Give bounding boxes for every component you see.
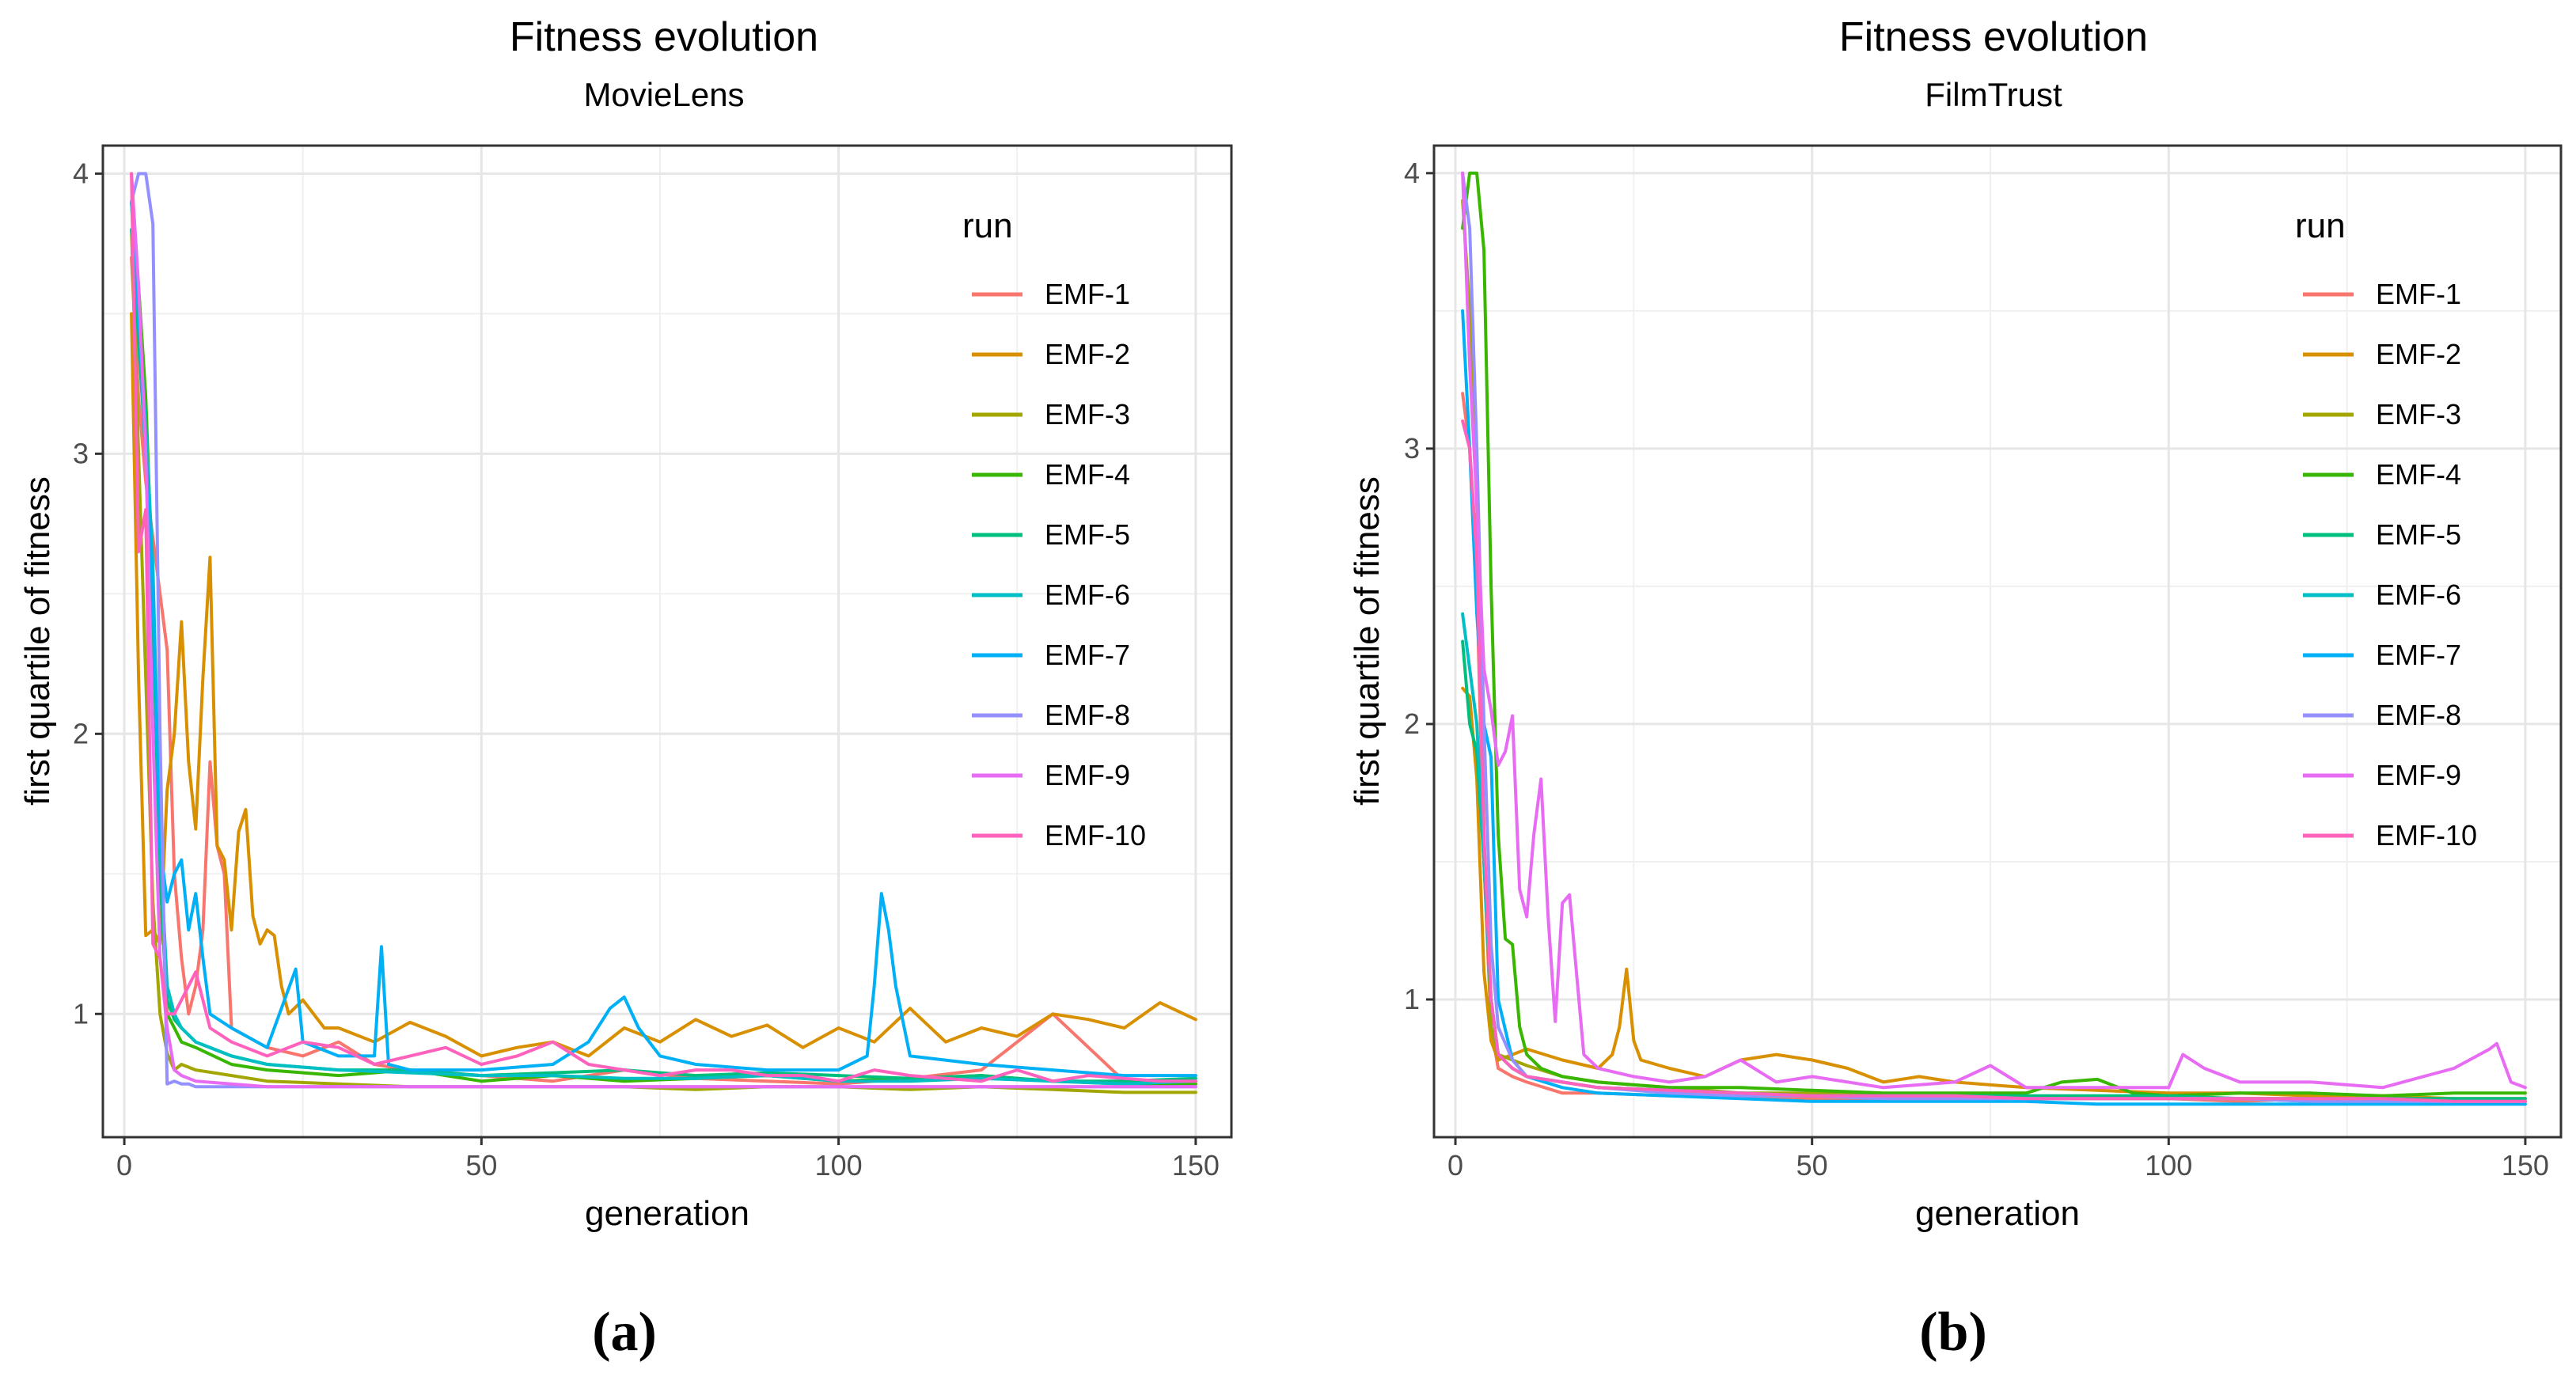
plot-border	[101, 144, 1233, 1139]
y-axis-label: first quartile of fitness	[18, 476, 57, 806]
legend-label-emf-8: EMF-8	[2376, 699, 2461, 731]
chart-panel-filmtrust: Fitness evolution FilmTrust 0 50 100 150 1 2 3…	[1348, 14, 2563, 1363]
legend-label-emf-10: EMF-10	[2376, 819, 2477, 851]
legend-label-emf-1: EMF-1	[1045, 278, 1130, 310]
legend-label-emf-9: EMF-9	[1045, 759, 1130, 791]
chart-subtitle: FilmTrust	[1925, 76, 2062, 113]
x-tick-label: 50	[465, 1149, 497, 1181]
panel-label: (a)	[592, 1302, 657, 1363]
x-tick-label: 150	[2502, 1149, 2549, 1181]
y-tick-label: 4	[1404, 157, 1420, 189]
series-line-emf-7	[130, 199, 1197, 1078]
y-axis-label: first quartile of fitness	[1348, 476, 1387, 806]
series-line-emf-9	[130, 172, 1197, 1089]
y-tick-label: 4	[73, 157, 89, 189]
legend-label-emf-7: EMF-7	[1045, 639, 1130, 671]
chart-title: Fitness evolution	[510, 14, 818, 60]
legend-label-emf-2: EMF-2	[1045, 338, 1130, 370]
y-tick-label: 1	[1404, 983, 1420, 1015]
series-line-emf-10	[1461, 419, 2527, 1103]
x-tick-label: 100	[815, 1149, 863, 1181]
legend-label-emf-6: EMF-6	[1045, 578, 1130, 611]
y-tick-label: 2	[1404, 707, 1420, 740]
legend-label-emf-9: EMF-9	[2376, 759, 2461, 791]
series-line-emf-2	[1461, 686, 2527, 1101]
legend-label-emf-5: EMF-5	[1045, 518, 1130, 551]
chart-title: Fitness evolution	[1839, 14, 2148, 60]
legend-label-emf-2: EMF-2	[2376, 338, 2461, 370]
series-line-emf-9	[1461, 171, 2527, 1090]
x-tick-label: 0	[1447, 1149, 1463, 1181]
series-line-emf-4	[1461, 171, 2527, 1098]
y-tick-label: 3	[1404, 432, 1420, 465]
y-tick-label: 2	[73, 717, 89, 749]
x-axis-label: generation	[585, 1194, 749, 1233]
chart-panel-movielens: Fitness evolution MovieLens 0 50 100 150 1 2 3…	[18, 14, 1233, 1363]
legend-label-emf-3: EMF-3	[1045, 398, 1130, 430]
plot-border	[1432, 144, 2563, 1139]
x-tick-label: 0	[116, 1149, 132, 1181]
series-line-emf-7	[1461, 309, 2527, 1106]
legend-label-emf-5: EMF-5	[2376, 518, 2461, 551]
legend-label-emf-6: EMF-6	[2376, 578, 2461, 611]
y-tick-label: 3	[73, 437, 89, 469]
x-tick-label: 100	[2145, 1149, 2192, 1181]
legend-label-emf-7: EMF-7	[2376, 639, 2461, 671]
panel-label: (b)	[1919, 1302, 1987, 1363]
legend-title: run	[962, 207, 1013, 245]
legend-label-emf-10: EMF-10	[1045, 819, 1146, 851]
y-tick-label: 1	[73, 997, 89, 1030]
x-axis-label: generation	[1915, 1194, 2080, 1233]
chart-subtitle: MovieLens	[583, 76, 744, 113]
legend-label-emf-1: EMF-1	[2376, 278, 2461, 310]
series-line-emf-10	[130, 172, 1197, 1083]
legend-label-emf-3: EMF-3	[2376, 398, 2461, 430]
series-line-emf-2	[130, 312, 1197, 1058]
x-tick-label: 50	[1796, 1149, 1828, 1181]
legend-label-emf-4: EMF-4	[2376, 458, 2461, 491]
legend-title: run	[2295, 207, 2346, 245]
legend-label-emf-8: EMF-8	[1045, 699, 1130, 731]
legend-label-emf-4: EMF-4	[1045, 458, 1130, 491]
x-tick-label: 150	[1172, 1149, 1220, 1181]
